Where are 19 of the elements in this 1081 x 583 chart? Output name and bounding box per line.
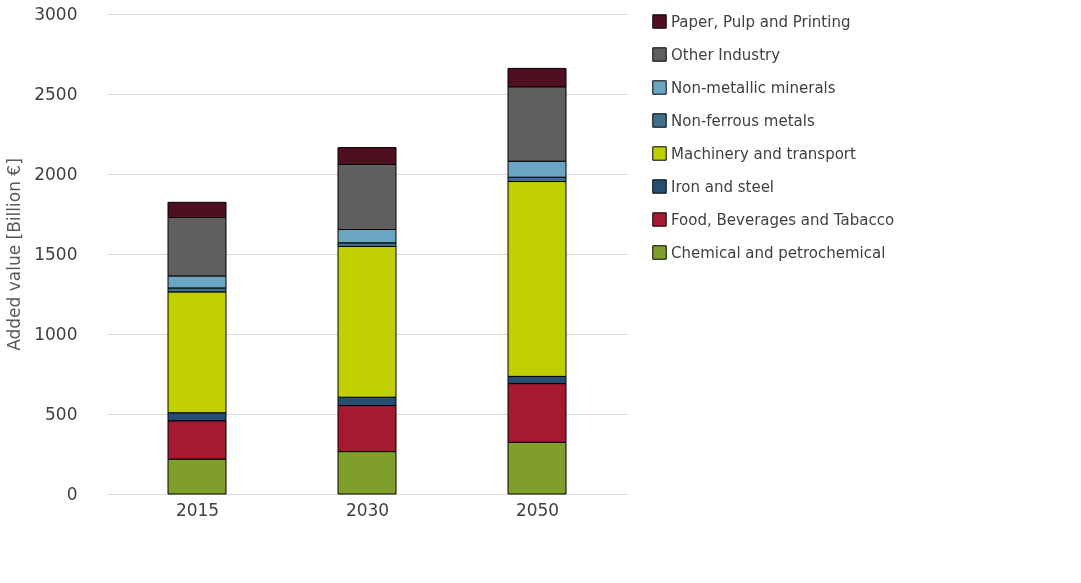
y-tick-label: 1500: [34, 243, 78, 264]
y-tick-label: 3000: [34, 3, 78, 24]
x-tick-label: 2050: [515, 499, 560, 520]
legend-label: Other Industry: [671, 45, 781, 64]
x-tick-label: 2030: [345, 499, 390, 520]
legend-label: Iron and steel: [671, 177, 775, 196]
legend-label: Chemical and petrochemical: [671, 243, 886, 262]
y-tick-label: 0: [66, 483, 78, 504]
legend-label: Food, Beverages and Tabacco: [671, 210, 895, 229]
legend-label: Paper, Pulp and Printing: [671, 12, 851, 31]
y-tick-label: 2000: [34, 163, 78, 184]
legend-label: Non-metallic minerals: [671, 78, 836, 97]
x-tick-label: 2015: [175, 499, 220, 520]
legend-label: Non-ferrous metals: [671, 111, 815, 130]
y-tick-label: 500: [45, 403, 78, 424]
y-tick-label: 2500: [34, 83, 78, 104]
legend-label: Machinery and transport: [671, 144, 857, 163]
y-tick-label: 1000: [34, 323, 78, 344]
y-axis-title: Added value [Billion €]: [4, 158, 25, 351]
